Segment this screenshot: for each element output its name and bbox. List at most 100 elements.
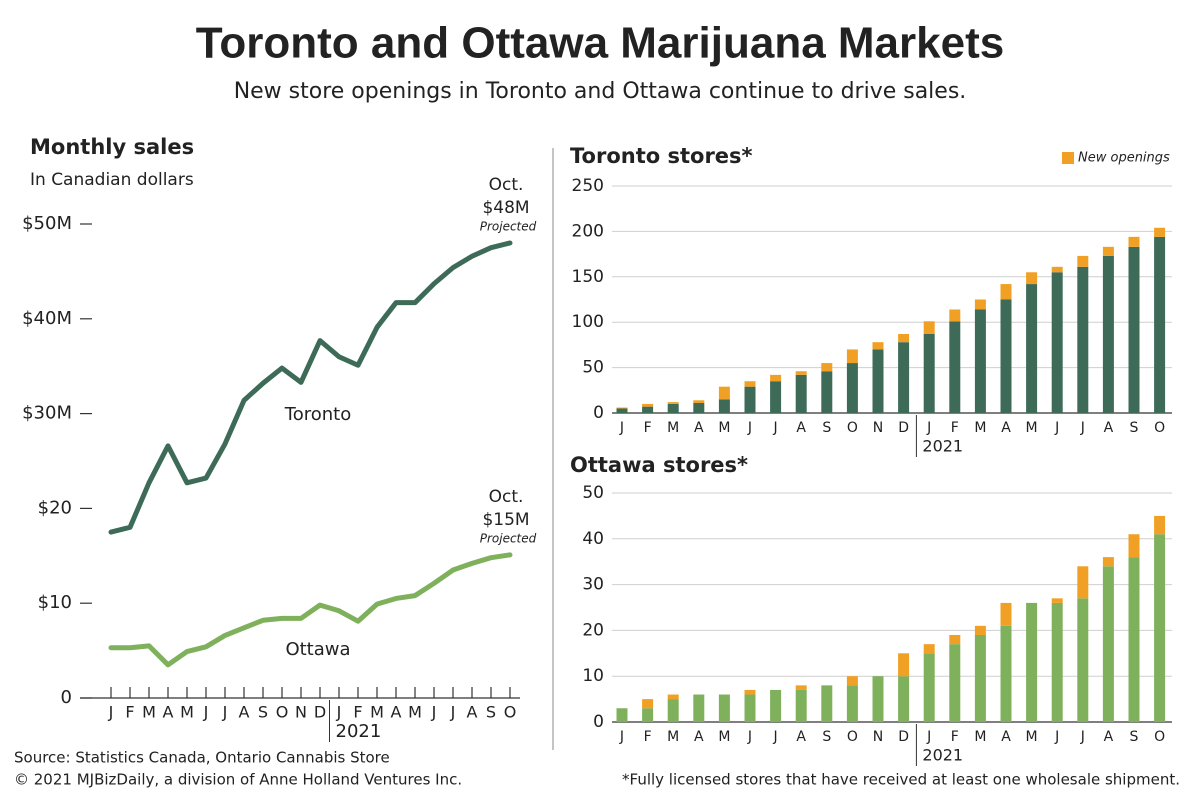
x-tick-label: O (847, 729, 858, 745)
end-annotation: Projected (480, 219, 537, 233)
x-tick-label: M (1026, 420, 1038, 436)
bar-segment (1051, 598, 1063, 603)
bar-segment (1077, 598, 1089, 722)
bar-segment (1026, 284, 1038, 413)
bar-segment (846, 363, 858, 413)
line-series (108, 240, 513, 535)
x-tick-label: S (1130, 420, 1139, 436)
x-tick-label: J (1080, 420, 1085, 436)
line-series (108, 552, 513, 668)
y-tick-label: 0 (593, 712, 604, 732)
bar-segment (923, 334, 935, 413)
bar-segment (949, 321, 961, 413)
x-tick-label: A (391, 703, 402, 722)
x-tick-label: M (974, 729, 986, 745)
y-tick-label: 250 (572, 176, 604, 196)
y-tick-label: 50 (582, 358, 604, 378)
bar-segment (1051, 272, 1063, 413)
x-tick-label: M (370, 703, 384, 722)
x-tick-label: A (694, 420, 704, 436)
bar-segment (821, 685, 833, 722)
x-tick-label: J (747, 729, 752, 745)
bar-segment (898, 653, 910, 677)
x-tick-label: O (504, 703, 517, 722)
x-tick-label: S (822, 729, 831, 745)
x-tick-label: A (694, 729, 704, 745)
bar-segment (667, 699, 679, 722)
bar-segment (1077, 255, 1089, 267)
bar-segment (846, 685, 858, 722)
bar-segment (770, 381, 782, 413)
x-tick-label: M (142, 703, 156, 722)
bar-segment (718, 386, 730, 400)
legend-swatch (1062, 152, 1074, 164)
bar-segment (1000, 299, 1012, 413)
bar-segment (898, 676, 910, 722)
copyright: © 2021 MJBizDaily, a division of Anne Ho… (14, 771, 462, 789)
y-tick-label: 20 (582, 620, 604, 640)
bar-segment (974, 625, 986, 635)
y-tick-label: 0 (593, 403, 604, 423)
bar-segment (744, 694, 756, 722)
y-tick-label: 200 (572, 221, 604, 241)
x-tick-label: F (644, 420, 652, 436)
bar-segment (1000, 602, 1012, 626)
x-tick-label: A (239, 703, 250, 722)
series-label: Toronto (284, 404, 351, 425)
bar-segment (795, 371, 807, 375)
x-tick-label: S (486, 703, 496, 722)
bar-segment (693, 694, 705, 722)
x-tick-label: M (180, 703, 194, 722)
chart-title: Monthly sales (30, 135, 194, 159)
y-tick-label: $10 (38, 592, 72, 613)
bar-segment (642, 699, 654, 709)
bar-segment (770, 374, 782, 382)
year-label: 2021 (336, 721, 382, 742)
x-tick-label: O (1154, 420, 1165, 436)
bar-segment (974, 634, 986, 722)
x-tick-label: J (203, 703, 209, 722)
bar-segment (1026, 272, 1038, 285)
bar-segment (1026, 602, 1038, 722)
x-tick-label: A (796, 729, 806, 745)
bar-segment (795, 374, 807, 413)
y-tick-label: 40 (582, 529, 604, 549)
end-annotation: Oct. (489, 487, 524, 507)
bar-segment (744, 386, 756, 413)
bar-segment (1154, 534, 1166, 722)
bar-segment (1102, 566, 1114, 722)
bar-segment (642, 406, 654, 413)
x-tick-label: J (222, 703, 228, 722)
chart-title: Toronto stores* (570, 144, 753, 168)
bar-segment (1154, 227, 1166, 237)
x-tick-label: J (1054, 729, 1059, 745)
x-tick-label: O (1154, 729, 1165, 745)
y-tick-label: $30M (22, 403, 72, 424)
year-label: 2021 (922, 437, 963, 456)
x-tick-label: M (667, 729, 679, 745)
x-tick-label: A (467, 703, 478, 722)
x-tick-label: S (258, 703, 268, 722)
y-tick-label: 10 (582, 666, 604, 686)
x-tick-label: F (125, 703, 134, 722)
bar-segment (1000, 625, 1012, 722)
bar-segment (949, 309, 961, 322)
bar-segment (693, 400, 705, 404)
bar-segment (1102, 255, 1114, 413)
bar-segment (718, 694, 730, 722)
x-tick-label: J (108, 703, 114, 722)
x-tick-label: J (773, 420, 778, 436)
bar-segment (846, 676, 858, 686)
x-tick-label: F (353, 703, 362, 722)
bar-segment (898, 342, 910, 413)
y-tick-label: 50 (582, 483, 604, 503)
x-tick-label: N (873, 420, 883, 436)
bar-segment (1000, 284, 1012, 300)
bar-segment (667, 403, 679, 413)
bar-segment (1077, 266, 1089, 413)
bar-segment (872, 349, 884, 413)
bar-segment (846, 349, 858, 364)
bar-segment (616, 408, 628, 413)
year-label: 2021 (922, 746, 963, 765)
